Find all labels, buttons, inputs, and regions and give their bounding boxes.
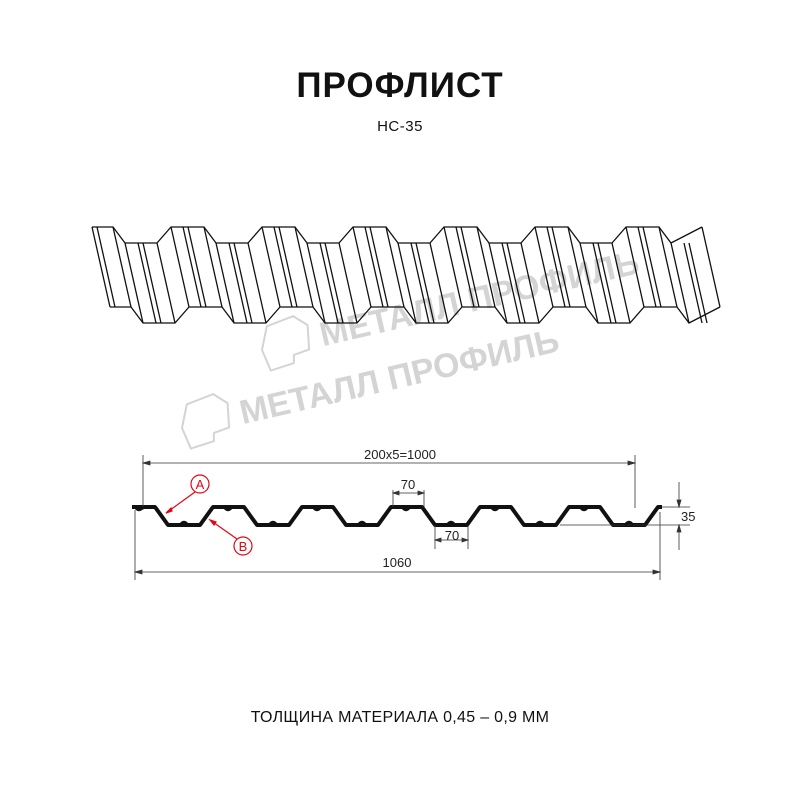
sheet-rib-line (233, 242, 253, 324)
dim-total-width: 1060 (383, 555, 412, 570)
dim-pitch-total: 200x5=1000 (364, 447, 436, 462)
dim-top-flange: 70 (401, 477, 415, 492)
sheet-fold-line (520, 242, 540, 324)
callout-a-label: A (196, 477, 205, 492)
sheet-fold-line (476, 226, 496, 308)
sheet-rib-line (324, 242, 344, 324)
sheet-rib-line (187, 226, 207, 308)
stiffener-rib (356, 520, 368, 526)
sheet-fold-line (625, 226, 645, 308)
sheet-fold-line (534, 226, 554, 308)
sheet-rib-line (642, 226, 662, 308)
sheet-fold-line (215, 242, 235, 324)
sheet-rib-line (278, 226, 298, 308)
sheet-rib-line (415, 242, 435, 324)
sheet-fold-line (91, 226, 111, 308)
sheet-fold-line (170, 226, 190, 308)
sheet-rib-line (369, 226, 389, 308)
material-thickness: ТОЛЩИНА МАТЕРИАЛА 0,45 – 0,9 ММ (250, 709, 550, 726)
dimension-lines (133, 455, 690, 580)
sheet-rib-line (637, 226, 657, 308)
sheet-fold-line (397, 242, 417, 324)
stiffener-rib (623, 520, 635, 526)
stiffener-rib (534, 520, 546, 526)
stiffener-rib (311, 506, 323, 512)
sheet-rib-line (273, 226, 293, 308)
sheet-fold-line (203, 226, 223, 308)
sheet-rib-line (506, 242, 526, 324)
stiffener-rib (267, 520, 279, 526)
stiffener-rib (133, 506, 145, 512)
sheet-rib-line (592, 242, 612, 324)
sheet-fold-line (247, 242, 267, 324)
sheet-rib-line (228, 242, 248, 324)
sheet-rib-line (597, 242, 617, 324)
stiffener-rib (578, 506, 590, 512)
sheet-fold-line (567, 226, 587, 308)
stiffener-rib (489, 506, 501, 512)
sheet-rib-line (546, 226, 566, 308)
model-name: НС-35 (377, 118, 423, 135)
sheet-fold-line (579, 242, 599, 324)
stiffener-rib (178, 520, 190, 526)
sheet-fold-line (338, 242, 358, 324)
sheet-fold-line (701, 226, 721, 308)
sheet-rib-line (142, 242, 162, 324)
sheet-rib-line (410, 242, 430, 324)
sheet-rib-line (460, 226, 480, 308)
sheet-rib-line (501, 242, 521, 324)
sheet-fold-line (443, 226, 463, 308)
sheet-rib-line (551, 226, 571, 308)
sheet-rib-line (137, 242, 157, 324)
callout-a (165, 474, 210, 514)
sheet-fold-line (124, 242, 144, 324)
callout-b-label: B (239, 539, 248, 554)
dim-bottom-flange: 70 (445, 528, 459, 543)
stiffener-rib (400, 506, 412, 512)
sheet-fold-line (294, 226, 314, 308)
sheet-fold-line (156, 242, 176, 324)
sheet-fold-line (261, 226, 281, 308)
sheet-fold-line (658, 226, 678, 308)
profile-3d-view (91, 226, 721, 324)
sheet-rib-line (319, 242, 339, 324)
sheet-rib-line (688, 242, 708, 324)
sheet-fold-line (670, 242, 690, 324)
page-title: ПРОФЛИСТ (296, 66, 504, 105)
watermark-text: МЕТАЛЛ ПРОФИЛЬ (236, 322, 563, 433)
sheet-rib-line (96, 226, 116, 308)
sheet-fold-line (112, 226, 132, 308)
callout-b (208, 518, 253, 556)
profile-cross-section (132, 505, 662, 527)
sheet-top-edge (92, 226, 703, 244)
sheet-fold-line (306, 242, 326, 324)
stiffener-rib (445, 520, 457, 526)
sheet-fold-line (385, 226, 405, 308)
sheet-rib-line (455, 226, 475, 308)
sheet-fold-line (429, 242, 449, 324)
dim-height: 35 (681, 509, 695, 524)
sheet-fold-line (488, 242, 508, 324)
sheet-fold-line (352, 226, 372, 308)
sheet-rib-line (683, 242, 703, 324)
stiffener-rib (222, 506, 234, 512)
watermark-text: МЕТАЛЛ ПРОФИЛЬ (316, 244, 643, 355)
sheet-rib-line (364, 226, 384, 308)
sheet-fold-line (611, 242, 631, 324)
sheet-rib-line (182, 226, 202, 308)
